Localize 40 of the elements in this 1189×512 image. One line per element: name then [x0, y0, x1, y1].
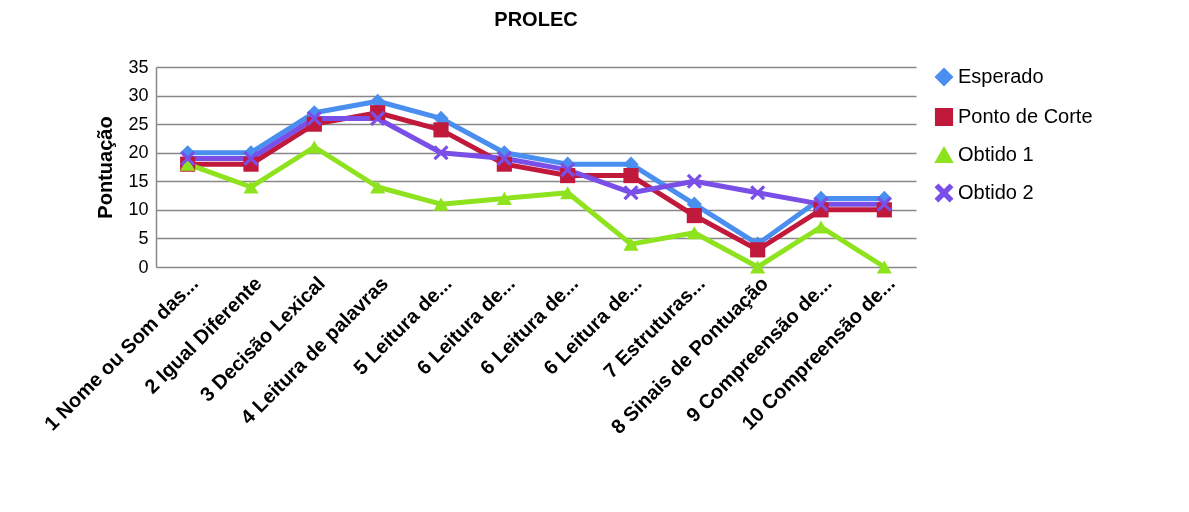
- point: [433, 145, 449, 161]
- point: [306, 140, 322, 154]
- point: [433, 197, 449, 211]
- point: [750, 185, 766, 201]
- point: [686, 173, 702, 189]
- y-tick-label: 20: [128, 142, 149, 163]
- point: [370, 180, 386, 194]
- point: [876, 196, 892, 212]
- legend-label: Esperado: [958, 65, 1044, 87]
- point: [243, 180, 259, 194]
- point: [433, 122, 449, 138]
- point: [306, 110, 322, 127]
- point: [623, 237, 639, 251]
- point: [243, 150, 259, 167]
- point: [876, 260, 892, 274]
- point: [686, 207, 702, 224]
- chart-title: PROLEC: [494, 8, 578, 30]
- y-tick-label: 10: [128, 199, 149, 220]
- y-tick-label: 0: [138, 256, 149, 277]
- point: [750, 260, 766, 274]
- y-tick-label: 30: [128, 85, 149, 106]
- legend-label: Obtido 2: [958, 181, 1034, 203]
- point: [180, 150, 196, 167]
- y-tick-label: 35: [128, 56, 149, 77]
- point: [623, 167, 639, 184]
- legend-label: Ponto de Corte: [958, 105, 1093, 127]
- point: [370, 110, 386, 127]
- y-tick-label: 5: [138, 227, 149, 248]
- point: [623, 185, 639, 201]
- point: [496, 191, 512, 205]
- y-tick-label: 15: [128, 170, 149, 191]
- point: [560, 162, 576, 178]
- y-tick-label: 25: [128, 113, 149, 134]
- point: [496, 150, 512, 167]
- legend-label: Obtido 1: [958, 143, 1034, 165]
- point: [813, 220, 829, 234]
- point: [750, 242, 766, 258]
- point: [686, 226, 702, 240]
- y-axis-title: Pontuação: [94, 116, 117, 219]
- point: [813, 196, 829, 212]
